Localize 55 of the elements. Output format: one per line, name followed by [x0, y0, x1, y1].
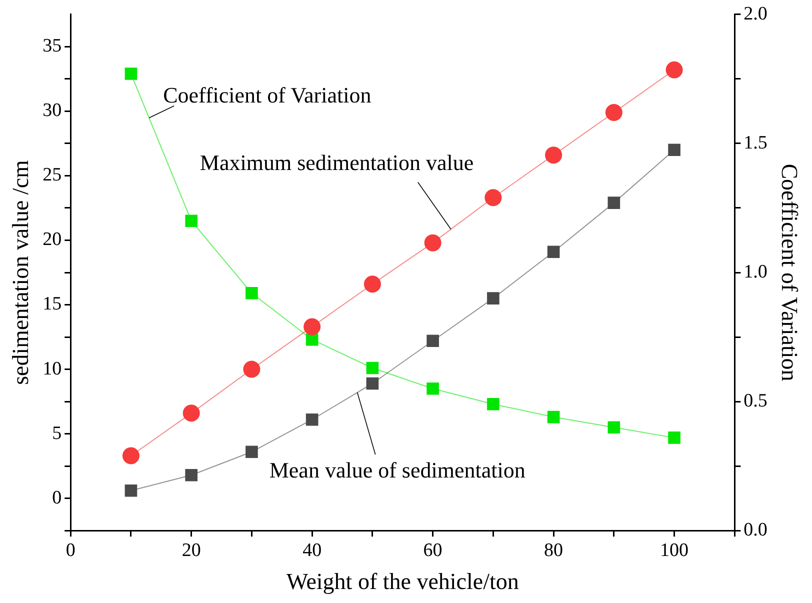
series-label: Mean value of sedimentation [269, 457, 526, 482]
y2-tick-label: 1.5 [744, 132, 768, 154]
point [182, 404, 200, 422]
point [545, 146, 562, 164]
point [608, 421, 620, 434]
point [487, 398, 500, 410]
point [668, 432, 680, 444]
point [366, 362, 379, 374]
point [122, 447, 140, 464]
point [364, 276, 381, 293]
point [185, 468, 198, 482]
y-tick-label: 0 [52, 487, 62, 508]
point [246, 286, 258, 300]
point [484, 189, 502, 206]
y-tick-label: 25 [42, 164, 62, 186]
point [547, 246, 560, 258]
x-axis-title: Weight of the vehicle/ton [286, 569, 520, 594]
x-tick-label: 40 [302, 540, 322, 561]
point [366, 377, 379, 390]
point [306, 413, 318, 426]
point [304, 318, 321, 336]
point [306, 333, 318, 346]
point [666, 61, 683, 78]
series-label: Coefficient of Variation [163, 82, 372, 108]
point [487, 292, 500, 304]
y2-tick-label: 0.5 [744, 390, 768, 412]
y-tick-label: 10 [42, 358, 62, 380]
point [426, 334, 439, 348]
point [124, 68, 138, 80]
y2-tick-label: 2.0 [744, 3, 768, 24]
point [605, 104, 622, 121]
point [185, 214, 198, 228]
point [547, 410, 560, 424]
point [124, 484, 138, 497]
y-tick-label: 30 [42, 100, 62, 122]
y2-tick-label: 0.0 [744, 520, 768, 541]
x-tick-label: 100 [660, 540, 689, 561]
series-label: Maximum sedimentation value [200, 150, 474, 176]
y2-tick-label: 1.0 [744, 261, 768, 282]
point [246, 446, 258, 458]
point [243, 360, 260, 378]
x-tick-label: 0 [66, 540, 76, 561]
point [668, 144, 680, 156]
point [608, 196, 620, 209]
x-tick-label: 60 [423, 540, 442, 561]
x-tick-label: 20 [182, 540, 201, 561]
point [426, 382, 439, 395]
y-tick-label: 5 [52, 422, 62, 444]
y2-axis-title: Coefficient of Variation [777, 164, 802, 382]
y-axis-title: sedimentation value /cm [8, 160, 33, 385]
point [424, 234, 442, 252]
y-tick-label: 35 [42, 36, 62, 57]
x-tick-label: 80 [544, 540, 564, 561]
y-tick-label: 15 [42, 294, 62, 315]
y-tick-label: 20 [42, 229, 62, 250]
